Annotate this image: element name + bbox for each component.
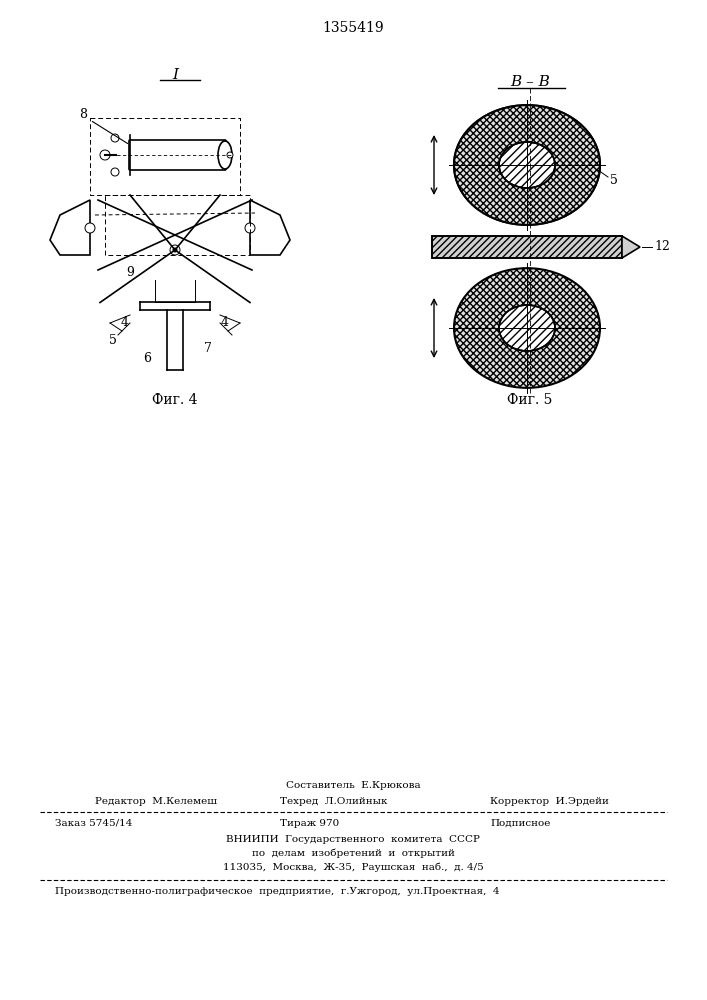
Text: Заказ 5745/14: Заказ 5745/14 (55, 819, 132, 828)
Text: Производственно-полиграфическое  предприятие,  г.Ужгород,  ул.Проектная,  4: Производственно-полиграфическое предприя… (55, 887, 500, 896)
Circle shape (111, 134, 119, 142)
Text: 4: 4 (221, 316, 229, 328)
Text: 6: 6 (143, 352, 151, 364)
Polygon shape (622, 236, 640, 258)
Text: В – В: В – В (510, 75, 550, 89)
Polygon shape (50, 200, 90, 255)
FancyBboxPatch shape (129, 140, 226, 170)
Circle shape (227, 152, 233, 158)
Text: Подписное: Подписное (490, 819, 550, 828)
Circle shape (100, 150, 110, 160)
Text: 8: 8 (79, 108, 87, 121)
Text: Редактор  М.Келемеш: Редактор М.Келемеш (95, 797, 217, 806)
Text: 5: 5 (109, 334, 117, 347)
Text: Корректор  И.Эрдейи: Корректор И.Эрдейи (490, 797, 609, 806)
Circle shape (170, 245, 180, 255)
Text: Фиг. 4: Фиг. 4 (152, 393, 198, 407)
Text: Техред  Л.Олийнык: Техред Л.Олийнык (280, 797, 387, 806)
Circle shape (245, 223, 255, 233)
Text: 12: 12 (654, 240, 670, 253)
Text: Фиг. 5: Фиг. 5 (508, 393, 553, 407)
Ellipse shape (454, 268, 600, 388)
Ellipse shape (218, 141, 232, 169)
Text: 4: 4 (121, 316, 129, 328)
Text: 7: 7 (204, 342, 212, 355)
Text: Составитель  Е.Крюкова: Составитель Е.Крюкова (286, 781, 421, 790)
Ellipse shape (499, 142, 555, 188)
Polygon shape (250, 200, 290, 255)
Text: 9: 9 (126, 265, 134, 278)
Text: 113035,  Москва,  Ж-35,  Раушская  наб.,  д. 4/5: 113035, Москва, Ж-35, Раушская наб., д. … (223, 862, 484, 872)
Text: по  делам  изобретений  и  открытий: по делам изобретений и открытий (252, 848, 455, 858)
Bar (432, 236, 622, 258)
Ellipse shape (454, 105, 600, 225)
Text: I: I (172, 68, 178, 82)
Text: ВНИИПИ  Государственного  комитета  СССР: ВНИИПИ Государственного комитета СССР (226, 835, 480, 844)
Circle shape (173, 248, 177, 252)
FancyBboxPatch shape (432, 236, 622, 258)
Circle shape (85, 223, 95, 233)
Text: 1355419: 1355419 (322, 21, 384, 35)
Text: 5: 5 (610, 174, 618, 186)
Circle shape (111, 168, 119, 176)
Text: Тираж 970: Тираж 970 (280, 819, 339, 828)
Ellipse shape (499, 305, 555, 351)
